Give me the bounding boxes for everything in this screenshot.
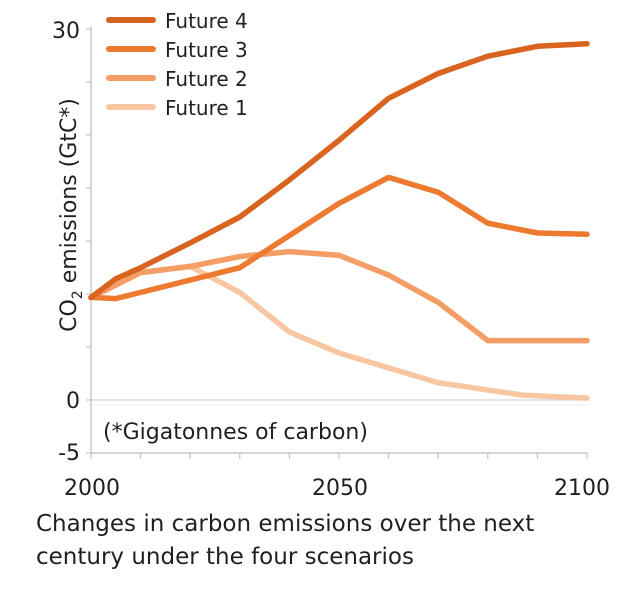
- units-note: (*Gigatonnes of carbon): [103, 420, 368, 445]
- series-line-future-2: [88, 248, 590, 344]
- series-line-future-3: [88, 174, 590, 302]
- y-tick-minus5: -5: [58, 441, 80, 466]
- x-tick-2100: 2100: [554, 476, 610, 501]
- axes: [86, 27, 588, 459]
- chart-caption: Changes in carbon emissions over the nex…: [36, 511, 535, 570]
- legend: Future 4 Future 3 Future 2 Future 1: [106, 9, 248, 120]
- legend-label-future-3: Future 3: [165, 38, 248, 62]
- x-tick-2050: 2050: [312, 476, 368, 501]
- legend-label-future-4: Future 4: [165, 9, 248, 33]
- legend-label-future-1: Future 1: [165, 96, 248, 120]
- y-tick-30: 30: [52, 19, 80, 44]
- y-tick-0: 0: [66, 389, 80, 414]
- series-lines: [88, 41, 590, 401]
- legend-label-future-2: Future 2: [165, 67, 248, 91]
- x-tick-2000: 2000: [64, 476, 120, 501]
- series-line-future-4: [88, 41, 590, 301]
- y-axis-label: CO2 emissions (GtC*): [57, 98, 86, 332]
